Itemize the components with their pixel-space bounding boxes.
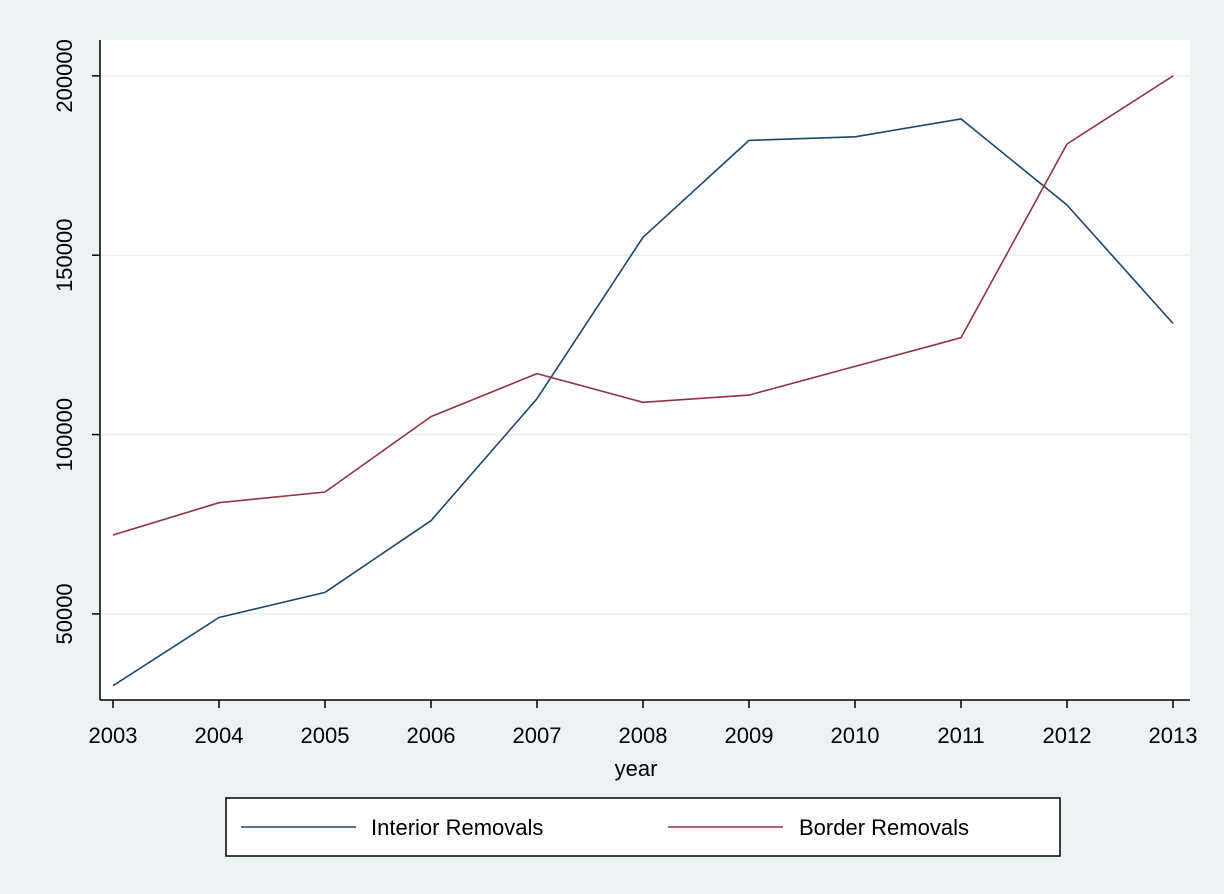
x-tick-label-2009: 2009 (725, 723, 774, 748)
gridlines (100, 75, 1190, 615)
y-tick-label-100000: 100000 (52, 398, 77, 471)
series-line-interior-removals (112, 118, 1174, 687)
x-tick-label-2007: 2007 (513, 723, 562, 748)
y-tick-label-150000: 150000 (52, 219, 77, 292)
y-tick-label-50000: 50000 (52, 583, 77, 644)
x-tick-label-2011: 2011 (937, 723, 984, 748)
x-tick-label-2004: 2004 (195, 723, 244, 748)
x-tick-label-2008: 2008 (619, 723, 668, 748)
x-tick-label-2006: 2006 (407, 723, 456, 748)
y-tick-label-200000: 200000 (52, 39, 77, 112)
series-line-border-removals (112, 75, 1174, 536)
x-tick-label-2003: 2003 (89, 723, 138, 748)
x-axis-title: year (615, 756, 658, 781)
y-axis-ticks: 50000 100000 150000 200000 (52, 39, 100, 645)
series-lines (112, 75, 1174, 687)
x-tick-label-2010: 2010 (831, 723, 880, 748)
plot-area (100, 40, 1190, 700)
legend-label-interior-removals: Interior Removals (371, 815, 543, 840)
legend-label-border-removals: Border Removals (799, 815, 969, 840)
legend-box (225, 797, 1061, 857)
legend: Interior Removals Border Removals (225, 797, 1061, 857)
x-tick-label-2005: 2005 (301, 723, 350, 748)
x-axis-ticks: 2003 2004 2005 2006 2007 2008 2009 2010 2011 2012… (89, 700, 1198, 748)
x-tick-label-2012: 2012 (1043, 723, 1092, 748)
x-tick-label-2013: 2013 (1149, 723, 1198, 748)
